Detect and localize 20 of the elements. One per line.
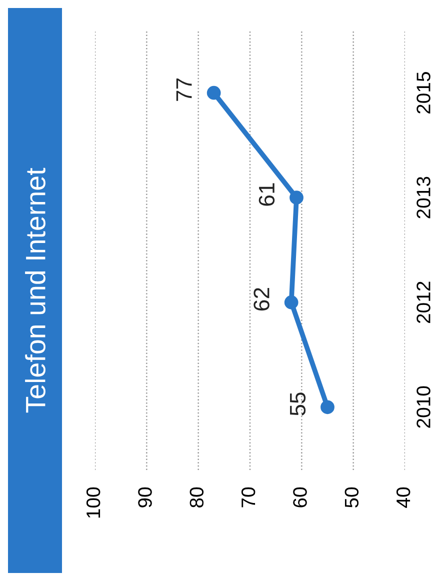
point <box>284 295 298 310</box>
text: Telefon und Internet <box>25 168 46 413</box>
x-tick-label: 60 <box>293 487 307 508</box>
x-tick-label: 90 <box>138 487 152 508</box>
point <box>320 400 334 414</box>
x-tick-label: 100 <box>86 487 100 518</box>
point <box>206 86 221 100</box>
y-tick-label: 2013 <box>416 176 430 218</box>
data-label: 62 <box>254 288 270 310</box>
data-label: 77 <box>176 78 192 101</box>
data-label: 55 <box>290 392 306 416</box>
y-tick-label: 2015 <box>416 72 430 114</box>
x-tick-label: 70 <box>241 487 256 508</box>
point <box>290 190 304 205</box>
x-tick-label: 40 <box>396 487 410 508</box>
data-label: 61 <box>258 183 275 206</box>
y-tick-label: 2012 <box>416 282 430 324</box>
y-tick-label: 2010 <box>416 386 430 428</box>
x-tick-label: 50 <box>344 487 359 508</box>
x-tick-label: 80 <box>190 487 204 508</box>
